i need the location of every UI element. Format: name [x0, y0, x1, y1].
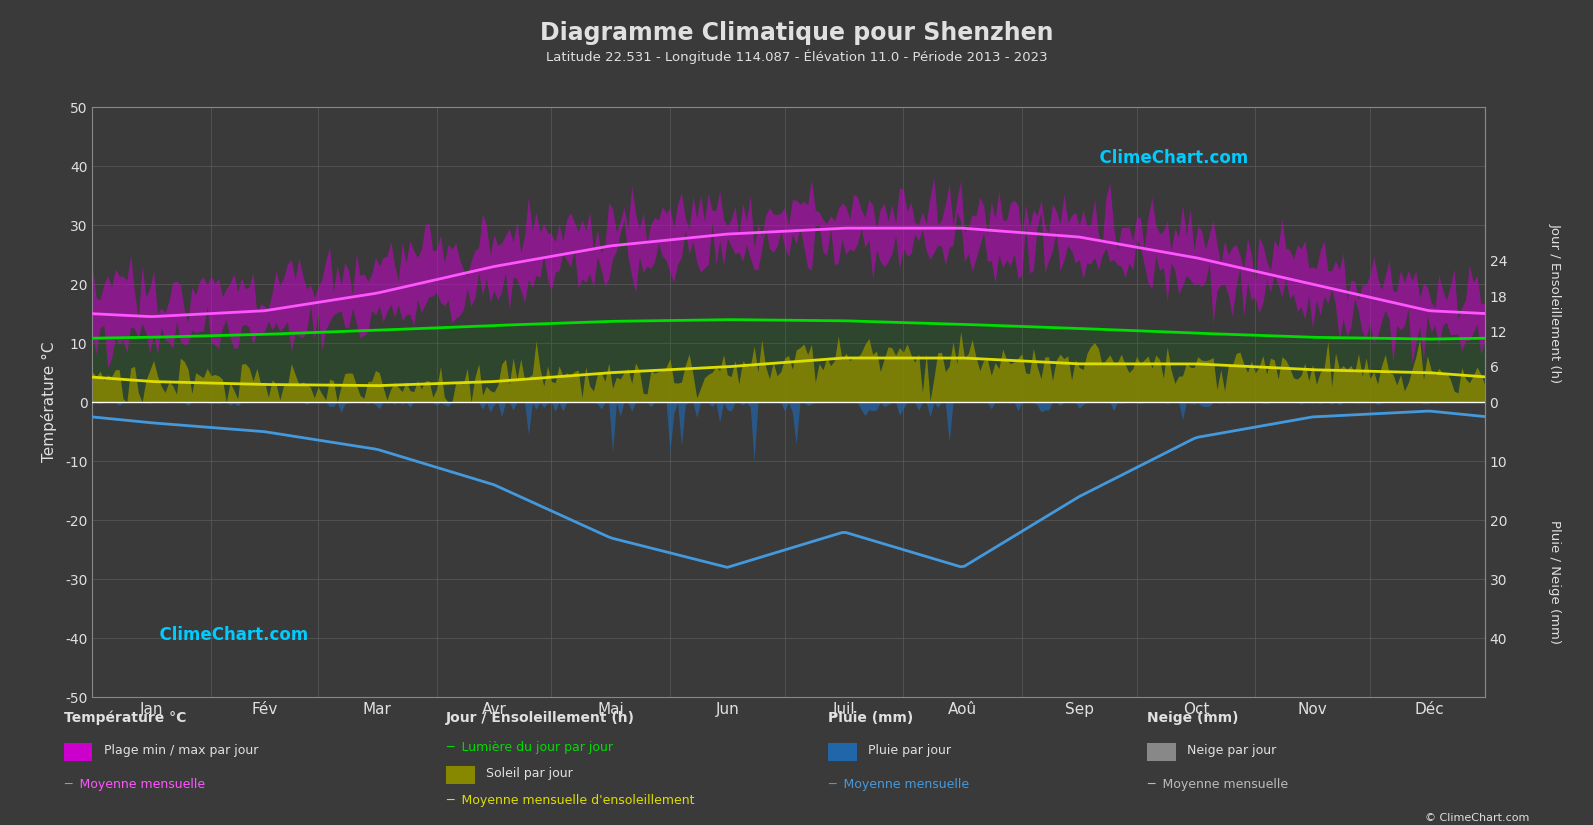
Text: ─  Moyenne mensuelle: ─ Moyenne mensuelle	[64, 778, 205, 791]
Text: Soleil par jour: Soleil par jour	[486, 767, 572, 780]
Text: Neige (mm): Neige (mm)	[1147, 711, 1238, 725]
Text: ─  Moyenne mensuelle: ─ Moyenne mensuelle	[828, 778, 970, 791]
Text: Neige par jour: Neige par jour	[1187, 744, 1276, 757]
Text: Plage min / max par jour: Plage min / max par jour	[104, 744, 258, 757]
Text: ─  Moyenne mensuelle d'ensoleillement: ─ Moyenne mensuelle d'ensoleillement	[446, 794, 695, 808]
Text: Pluie (mm): Pluie (mm)	[828, 711, 914, 725]
Text: ─  Moyenne mensuelle: ─ Moyenne mensuelle	[1147, 778, 1289, 791]
Text: ─  Lumière du jour par jour: ─ Lumière du jour par jour	[446, 741, 613, 754]
Text: ClimeChart.com: ClimeChart.com	[1088, 148, 1249, 167]
Text: Jour / Ensoleillement (h): Jour / Ensoleillement (h)	[446, 711, 636, 725]
Text: © ClimeChart.com: © ClimeChart.com	[1424, 813, 1529, 823]
Text: Latitude 22.531 - Longitude 114.087 - Élévation 11.0 - Période 2013 - 2023: Latitude 22.531 - Longitude 114.087 - Él…	[546, 50, 1047, 64]
Text: Pluie / Neige (mm): Pluie / Neige (mm)	[1548, 520, 1561, 644]
Text: Pluie par jour: Pluie par jour	[868, 744, 951, 757]
Y-axis label: Température °C: Température °C	[41, 342, 57, 463]
Text: Jour / Ensoleillement (h): Jour / Ensoleillement (h)	[1548, 223, 1561, 383]
Text: ClimeChart.com: ClimeChart.com	[148, 626, 309, 644]
Text: Température °C: Température °C	[64, 710, 186, 725]
Text: Diagramme Climatique pour Shenzhen: Diagramme Climatique pour Shenzhen	[540, 21, 1053, 45]
